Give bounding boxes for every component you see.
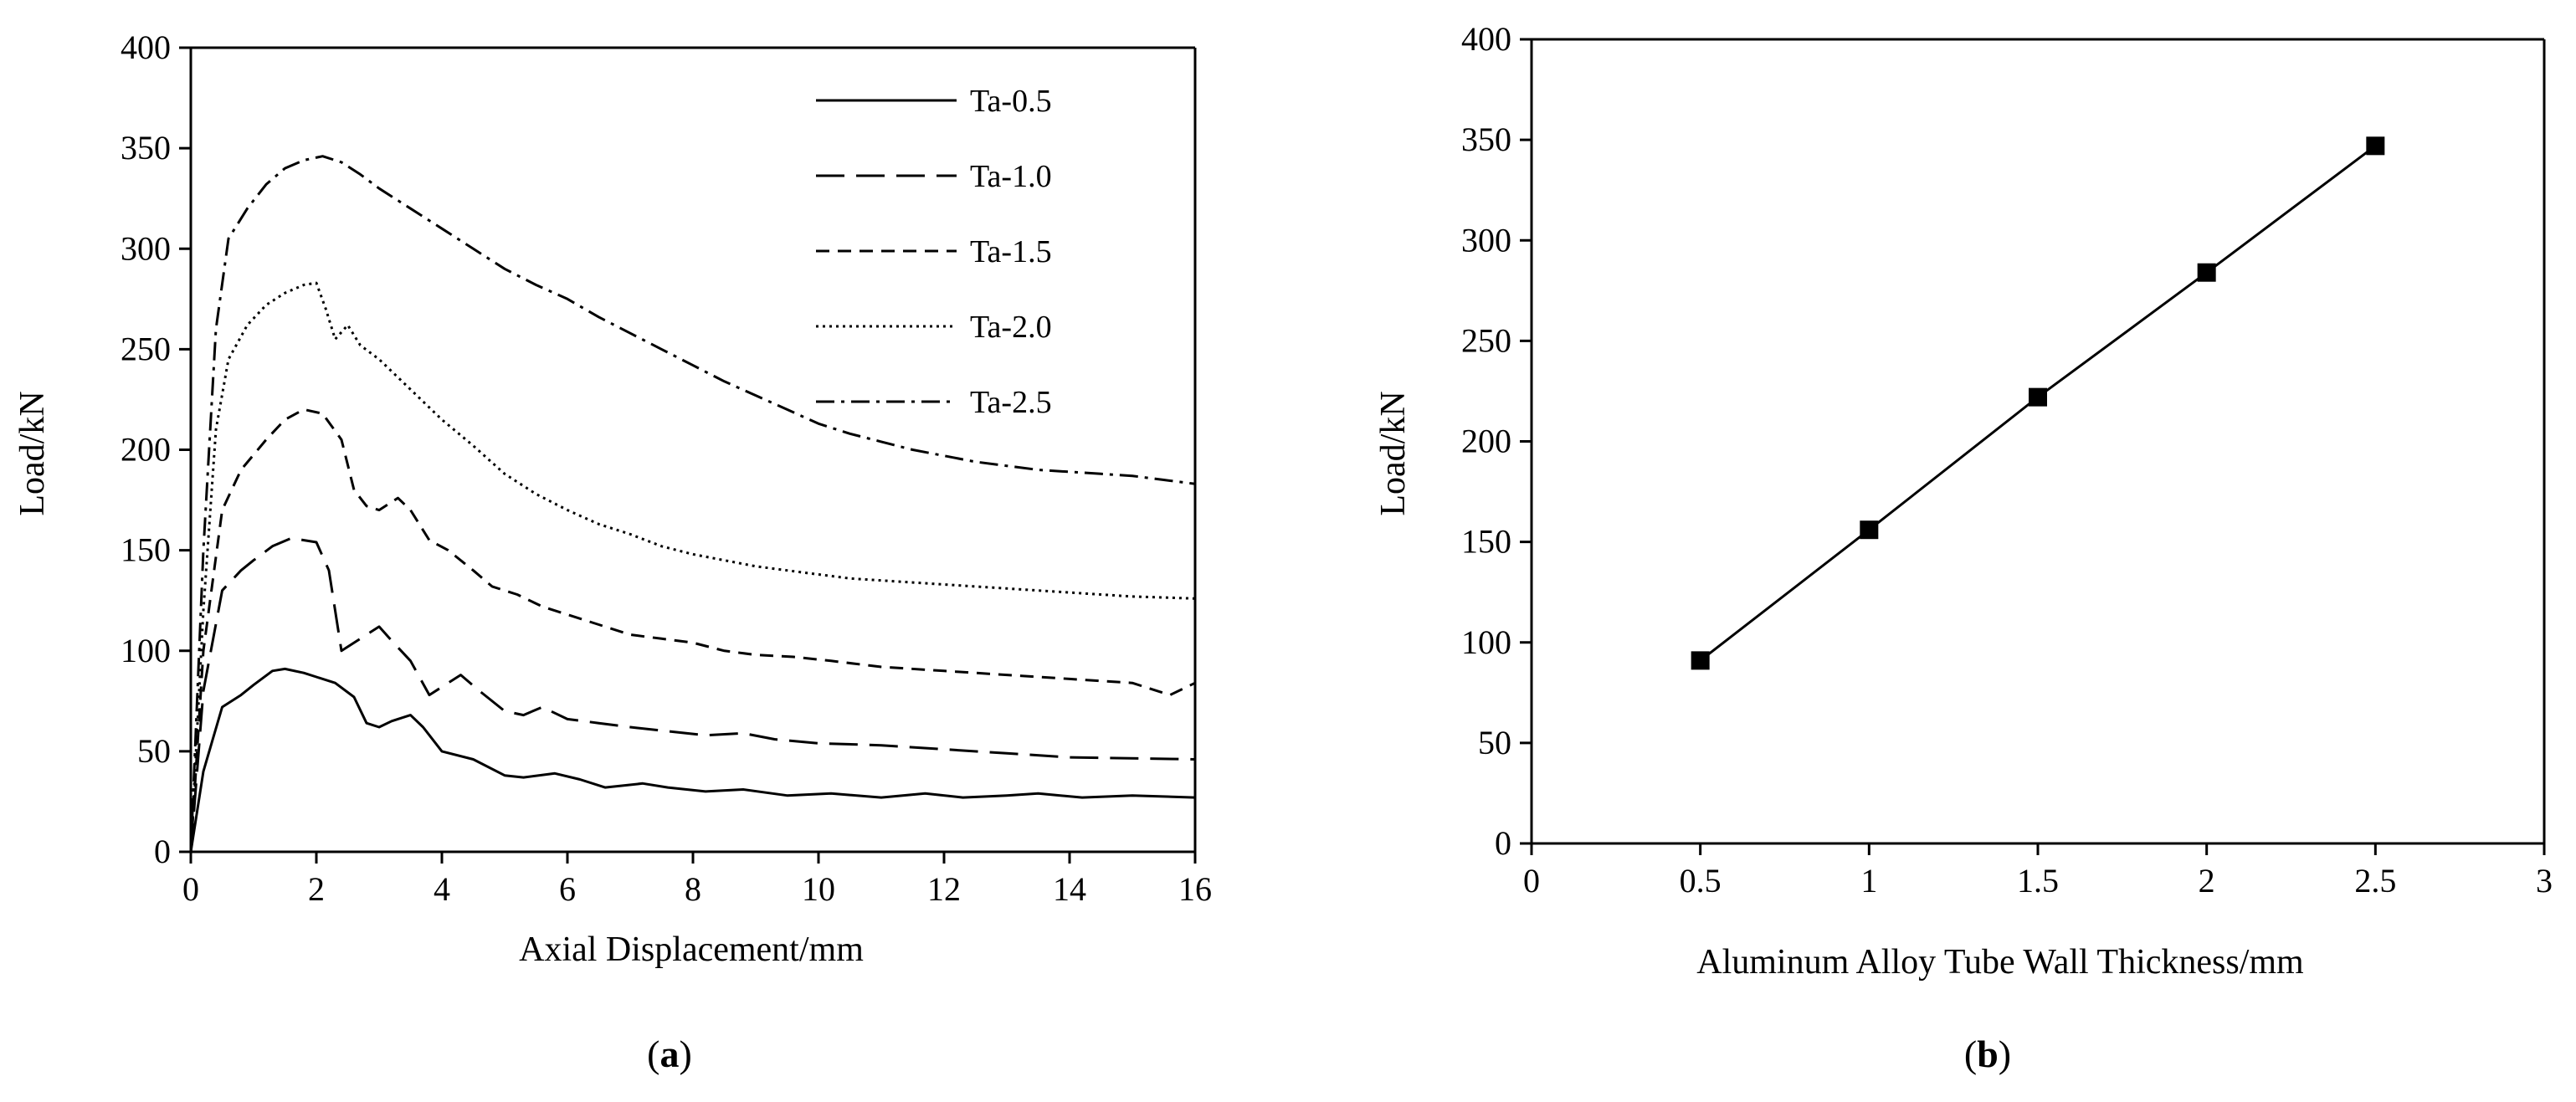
chart-a-ytick-label: 400 bbox=[121, 28, 171, 66]
chart-a-xtick-label: 10 bbox=[802, 870, 835, 908]
chart-a-ytick-label: 50 bbox=[137, 732, 171, 770]
chart-b-xtick-label: 2.5 bbox=[2354, 862, 2396, 900]
chart-a-panel-letter: a bbox=[660, 1033, 680, 1075]
chart-b-ytick-label: 400 bbox=[1461, 20, 1511, 58]
chart-a-ytick-label: 150 bbox=[121, 531, 171, 569]
chart-b-xticks: 0 0.5 1 1.5 2 2.5 3 bbox=[1523, 843, 2553, 900]
chart-a-xlabel: Axial Displacement/mm bbox=[519, 930, 864, 969]
chart-a-legend-label-2: Ta-1.0 bbox=[970, 159, 1052, 194]
chart-b: 0 0.5 1 1.5 2 2.5 3 0 50 100 150 200 250 300 350 400 A… bbox=[1374, 20, 2553, 1075]
chart-a-xtick-label: 8 bbox=[685, 870, 701, 908]
chart-a-xticks: 0 2 4 6 8 10 12 14 16 bbox=[182, 852, 1212, 908]
chart-a-ytick-label: 250 bbox=[121, 330, 171, 367]
chart-a-panel-label: (a) bbox=[647, 1033, 692, 1075]
chart-a-xtick-label: 16 bbox=[1178, 870, 1212, 908]
chart-b-ytick-label: 0 bbox=[1495, 824, 1511, 862]
chart-a-series-line-4 bbox=[189, 281, 1196, 853]
chart-a-series-line-5 bbox=[189, 155, 1196, 853]
chart-a-ylabel: Load/kN bbox=[13, 391, 52, 515]
chart-b-ytick-label: 100 bbox=[1461, 623, 1511, 661]
chart-b-xtick-label: 1 bbox=[1860, 862, 1877, 900]
chart-b-xtick-label: 3 bbox=[2536, 862, 2553, 900]
chart-a-yticks: 0 50 100 150 200 250 300 350 400 bbox=[121, 28, 191, 870]
chart-a-series-layer bbox=[189, 155, 1196, 853]
chart-b-xlabel: Aluminum Alloy Tube Wall Thickness/mm bbox=[1696, 943, 2304, 982]
chart-a-xtick-label: 12 bbox=[927, 870, 961, 908]
chart-b-series-layer bbox=[1691, 136, 2385, 670]
chart-a-ytick-label: 200 bbox=[121, 431, 171, 469]
chart-b-data-point bbox=[1860, 520, 1879, 540]
chart-a-xtick-label: 0 bbox=[182, 870, 199, 908]
chart-b-panel-label: (b) bbox=[1964, 1033, 2011, 1075]
chart-b-xtick-label: 2 bbox=[2199, 862, 2215, 900]
chart-a-series-line-1 bbox=[189, 667, 1196, 853]
chart-a-xtick-label: 2 bbox=[308, 870, 325, 908]
chart-a-ytick-label: 350 bbox=[121, 129, 171, 167]
chart-b-axes bbox=[1530, 38, 2546, 845]
chart-b-ytick-label: 50 bbox=[1478, 724, 1511, 761]
chart-a-ytick-label: 0 bbox=[154, 833, 171, 870]
chart-b-xtick-label: 0 bbox=[1523, 862, 1540, 900]
chart-a-xtick-label: 6 bbox=[559, 870, 576, 908]
chart-a-ytick-label: 100 bbox=[121, 632, 171, 669]
chart-b-data-point bbox=[2366, 136, 2385, 156]
chart-a-xtick-label: 14 bbox=[1053, 870, 1086, 908]
chart-b-data-point bbox=[2029, 387, 2047, 407]
chart-b-panel-letter: b bbox=[1977, 1033, 1999, 1075]
chart-b-yticks: 0 50 100 150 200 250 300 350 400 bbox=[1461, 20, 1532, 862]
chart-a: 0 2 4 6 8 10 12 14 16 0 50 100 150 200 250 300 350 400 A… bbox=[13, 28, 1212, 1075]
chart-b-ytick-label: 250 bbox=[1461, 321, 1511, 359]
chart-b-ytick-label: 300 bbox=[1461, 221, 1511, 259]
chart-a-ytick-label: 300 bbox=[121, 229, 171, 267]
chart-b-xtick-label: 0.5 bbox=[1680, 862, 1722, 900]
chart-a-xtick-label: 4 bbox=[434, 870, 450, 908]
chart-b-data-point bbox=[1691, 651, 1710, 670]
chart-a-legend-label-4: Ta-2.0 bbox=[970, 310, 1052, 345]
chart-a-series-line-3 bbox=[189, 407, 1196, 853]
chart-a-series-line-2 bbox=[189, 536, 1196, 853]
chart-a-legend-label-1: Ta-0.5 bbox=[970, 84, 1052, 119]
chart-a-legend: Ta-0.5 Ta-1.0 Ta-1.5 Ta-2.0 Ta-2.5 bbox=[816, 84, 1052, 420]
chart-b-ytick-label: 200 bbox=[1461, 423, 1511, 460]
chart-b-ylabel: Load/kN bbox=[1374, 391, 1413, 515]
chart-a-legend-label-5: Ta-2.5 bbox=[970, 385, 1052, 420]
chart-b-xtick-label: 1.5 bbox=[2017, 862, 2059, 900]
chart-b-ytick-label: 150 bbox=[1461, 523, 1511, 561]
chart-a-legend-label-3: Ta-1.5 bbox=[970, 234, 1052, 269]
chart-b-ytick-label: 350 bbox=[1461, 120, 1511, 158]
chart-b-data-point bbox=[2197, 263, 2216, 282]
